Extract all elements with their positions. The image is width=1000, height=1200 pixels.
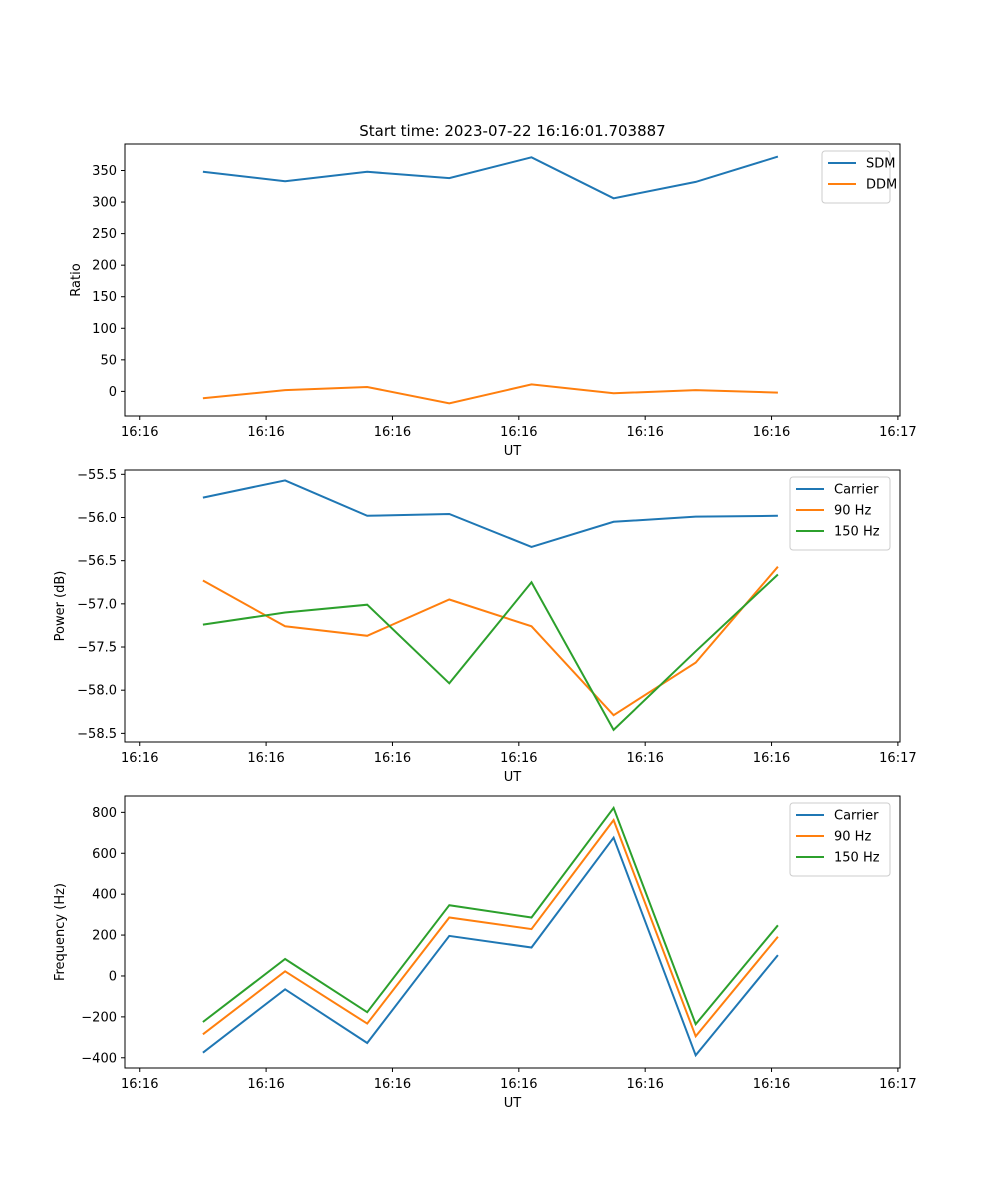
- chart-ratio: 16:16 16:16 16:16 16:16 16:16 16:16 16:17 0 50 10…: [69, 143, 917, 459]
- x-axis-label: UT: [504, 770, 522, 785]
- y-tick-label: −58.5: [77, 727, 117, 742]
- chart-power: 16:16 16:16 16:16 16:16 16:16 16:16 16:17 −58.5…: [53, 468, 917, 785]
- x-tick-label: 16:16: [753, 751, 790, 766]
- series-line-150-hz: [202, 573, 779, 732]
- x-tick-label: 16:16: [753, 425, 790, 440]
- y-tick-label: −57.0: [77, 597, 117, 612]
- legend-label: 90 Hz: [834, 504, 871, 519]
- x-tick-label: 16:16: [247, 425, 284, 440]
- x-tick-label: 16:16: [626, 1077, 663, 1092]
- y-tick-label: 300: [92, 196, 117, 211]
- chart-frequency: 16:16 16:16 16:16 16:16 16:16 16:16 16:17 −400 −…: [53, 795, 917, 1111]
- x-tick-label: 16:16: [247, 1077, 284, 1092]
- x-tick-label: 16:16: [374, 425, 411, 440]
- x-tick-label: 16:16: [500, 425, 537, 440]
- x-axis-label: UT: [504, 1096, 522, 1111]
- legend-label: Carrier: [834, 809, 879, 824]
- x-tick-label: 16:16: [121, 1077, 158, 1092]
- y-axis-label: Frequency (Hz): [53, 883, 68, 981]
- series-line-90-hz: [202, 566, 779, 717]
- x-tick-label: 16:16: [500, 751, 537, 766]
- y-tick-label: −56.5: [77, 554, 117, 569]
- y-axis-label: Power (dB): [53, 571, 68, 642]
- y-tick-label: −57.5: [77, 641, 117, 656]
- axes-frame: [124, 795, 901, 1069]
- axes-frame: [124, 143, 901, 417]
- series-line-sdm: [202, 155, 779, 200]
- legend-label: Carrier: [834, 483, 879, 498]
- y-tick-label: 0: [109, 385, 117, 400]
- series-line-carrier: [202, 835, 779, 1058]
- x-tick-label: 16:16: [753, 1077, 790, 1092]
- x-tick-label: 16:16: [374, 1077, 411, 1092]
- legend: Carrier 90 Hz 150 Hz: [789, 476, 891, 551]
- y-tick-label: 0: [109, 969, 117, 984]
- y-tick-label: 600: [92, 847, 117, 862]
- y-tick-label: −400: [81, 1051, 117, 1066]
- legend-label: 150 Hz: [834, 525, 880, 540]
- y-tick-label: −56.0: [77, 511, 117, 526]
- legend: Carrier 90 Hz 150 Hz: [789, 802, 891, 877]
- x-tick-label: 16:17: [879, 1077, 916, 1092]
- y-tick-label: −200: [81, 1010, 117, 1025]
- x-tick-label: 16:16: [121, 751, 158, 766]
- legend-label: SDM: [866, 157, 895, 172]
- y-tick-label: 50: [100, 353, 117, 368]
- y-tick-label: 250: [92, 227, 117, 242]
- series-line-carrier: [202, 479, 778, 548]
- y-tick-label: −55.5: [77, 468, 117, 483]
- x-tick-label: 16:16: [626, 751, 663, 766]
- axes-frame: [124, 469, 901, 743]
- x-axis-label: UT: [504, 444, 522, 459]
- series-line-ddm: [202, 383, 778, 405]
- y-tick-label: 150: [92, 290, 117, 305]
- figure-title: Start time: 2023-07-22 16:16:01.703887: [359, 122, 665, 140]
- y-tick-label: 200: [92, 929, 117, 944]
- y-axis-label: Ratio: [69, 263, 84, 296]
- y-tick-label: 400: [92, 888, 117, 903]
- series-line-90-hz: [202, 818, 779, 1039]
- x-tick-label: 16:17: [879, 751, 916, 766]
- legend: SDM DDM: [821, 150, 897, 204]
- legend-label: 150 Hz: [834, 851, 880, 866]
- x-tick-label: 16:17: [879, 425, 916, 440]
- y-tick-label: −58.0: [77, 684, 117, 699]
- y-tick-label: 800: [92, 806, 117, 821]
- x-tick-label: 16:16: [500, 1077, 537, 1092]
- y-tick-label: 200: [92, 259, 117, 274]
- x-tick-label: 16:16: [121, 425, 158, 440]
- legend-label: DDM: [866, 178, 897, 193]
- series-line-150-hz: [202, 805, 779, 1027]
- legend-label: 90 Hz: [834, 830, 871, 845]
- x-tick-label: 16:16: [626, 425, 663, 440]
- y-tick-label: 100: [92, 322, 117, 337]
- y-tick-label: 350: [92, 164, 117, 179]
- x-tick-label: 16:16: [374, 751, 411, 766]
- x-tick-label: 16:16: [247, 751, 284, 766]
